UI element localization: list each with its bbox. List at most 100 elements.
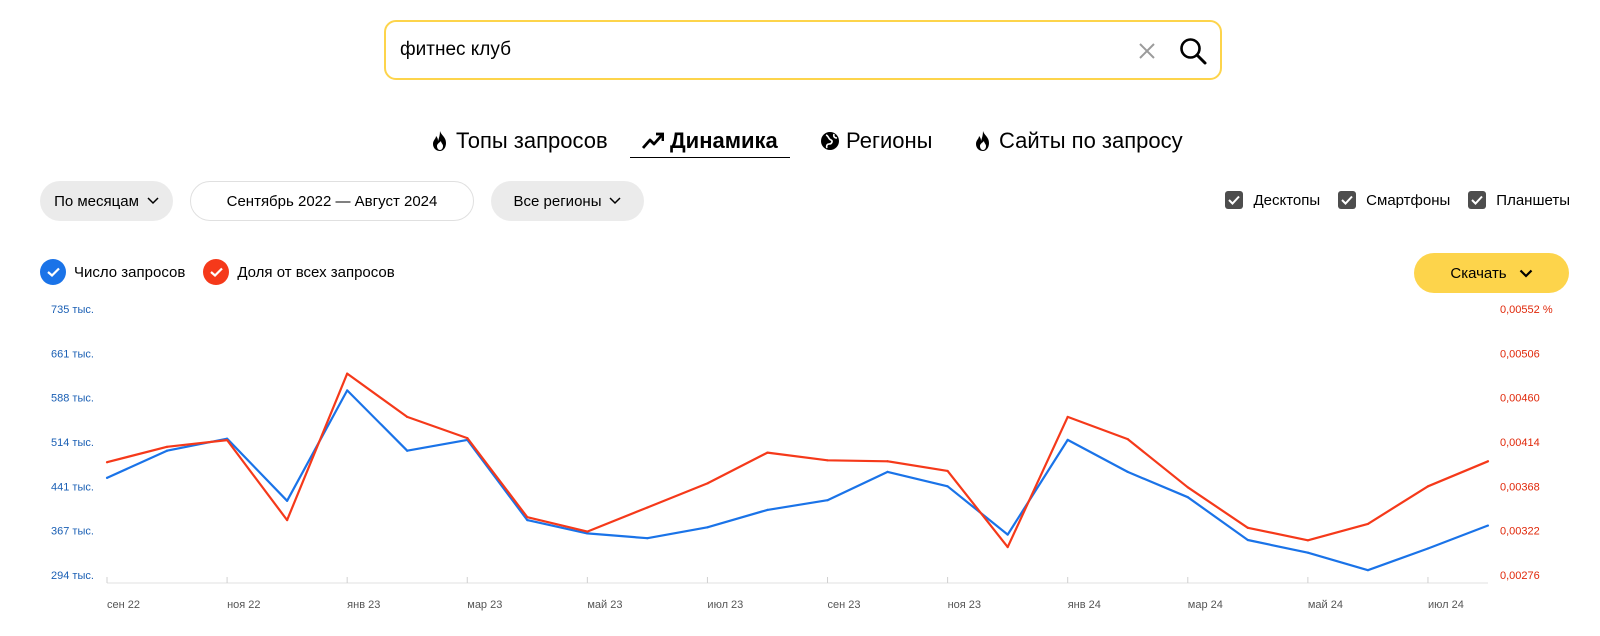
data-point — [105, 476, 109, 479]
data-point — [1366, 522, 1370, 526]
tab-label: Динамика — [670, 127, 778, 153]
x-tick-label: июл 24 — [1428, 599, 1464, 611]
data-point — [526, 519, 529, 522]
device-label: Планшеты — [1496, 191, 1570, 209]
tab-regions[interactable]: Регионы — [820, 124, 932, 158]
data-point — [1006, 545, 1009, 549]
device-tablet-checkbox[interactable]: Планшеты — [1468, 191, 1570, 209]
data-point — [1006, 533, 1009, 536]
x-tick-label: янв 23 — [347, 599, 380, 611]
legend-label: Число запросов — [74, 263, 186, 281]
checkbox-checked-icon — [1338, 191, 1357, 209]
tab-dynamics[interactable]: Динамика — [630, 124, 790, 158]
chart-legend: Число запросов Доля от всех запросов — [40, 259, 395, 285]
data-point — [646, 537, 649, 540]
y-right-tick-label: 0,00460 — [1500, 393, 1540, 405]
search-icon[interactable] — [1178, 36, 1208, 66]
fire-icon — [976, 131, 989, 151]
tab-label: Регионы — [846, 128, 933, 153]
data-point — [946, 469, 949, 473]
y-left-tick-label: 661 тыс. — [51, 348, 94, 360]
y-left-tick-label: 735 тыс. — [51, 304, 94, 316]
checkbox-checked-icon — [1468, 191, 1487, 209]
series-line-share — [106, 372, 1489, 549]
legend-item-share[interactable]: Доля от всех запросов — [203, 259, 395, 285]
device-label: Смартфоны — [1366, 191, 1451, 209]
search-input[interactable] — [400, 36, 1100, 64]
data-point — [1186, 486, 1189, 489]
data-point — [586, 532, 589, 535]
data-point — [766, 451, 769, 454]
fire-icon — [433, 131, 446, 151]
data-point — [886, 470, 889, 473]
x-tick-label: ноя 23 — [948, 599, 981, 611]
y-left-tick-label: 441 тыс. — [51, 481, 94, 493]
data-point — [1306, 551, 1309, 554]
trend-up-icon — [642, 132, 664, 149]
data-point — [946, 485, 949, 488]
x-tick-label: сен 22 — [107, 599, 140, 611]
date-range-picker[interactable]: Сентябрь 2022 — Август 2024 — [190, 181, 474, 221]
data-point — [466, 437, 469, 440]
data-point — [165, 449, 169, 452]
data-point — [706, 482, 709, 485]
x-tick-label: сен 23 — [828, 599, 861, 611]
data-point — [1066, 438, 1069, 441]
data-point — [105, 461, 109, 464]
date-range-label: Сентябрь 2022 — Август 2024 — [226, 192, 438, 210]
download-label: Скачать — [1450, 264, 1507, 282]
checkbox-checked-icon — [1225, 191, 1244, 209]
download-button[interactable]: Скачать — [1414, 253, 1569, 293]
data-point — [286, 518, 289, 522]
data-point — [1426, 485, 1430, 488]
device-label: Десктопы — [1253, 191, 1321, 209]
data-point — [1126, 438, 1129, 441]
clear-icon[interactable] — [1136, 40, 1158, 62]
check-circle-icon — [40, 259, 66, 285]
data-point — [1246, 538, 1249, 542]
tab-label: Сайты по запросу — [999, 128, 1183, 153]
y-right-tick-label: 0,00414 — [1500, 437, 1540, 449]
data-point — [286, 499, 289, 502]
data-point — [826, 459, 829, 462]
device-filters: Десктопы Смартфоны Планшеты — [1225, 191, 1570, 209]
data-point — [586, 530, 589, 533]
tab-sites[interactable]: Сайты по запросу — [973, 124, 1183, 158]
data-point — [766, 508, 769, 511]
tab-tops[interactable]: Топы запросов — [430, 124, 608, 158]
globe-icon — [821, 132, 839, 150]
device-desktop-checkbox[interactable]: Десктопы — [1225, 191, 1320, 209]
tab-label: Топы запросов — [456, 128, 608, 153]
data-point — [1186, 496, 1189, 499]
data-point — [1366, 569, 1370, 572]
y-right-tick-label: 0,00368 — [1500, 481, 1540, 493]
data-point — [826, 499, 829, 502]
x-tick-label: июл 23 — [707, 599, 743, 611]
data-point — [1306, 539, 1309, 542]
y-right-tick-label: 0,00552 % — [1500, 304, 1553, 316]
chevron-down-icon — [147, 197, 159, 205]
data-point — [646, 506, 649, 509]
x-tick-label: май 24 — [1308, 599, 1343, 611]
region-dropdown[interactable]: Все регионы — [491, 181, 644, 221]
x-tick-label: ноя 22 — [227, 599, 260, 611]
data-point — [1486, 460, 1490, 463]
region-label: Все регионы — [513, 192, 602, 210]
period-dropdown[interactable]: По месяцам — [40, 181, 173, 221]
data-point — [706, 526, 709, 529]
chevron-down-icon — [1519, 269, 1532, 278]
legend-label: Доля от всех запросов — [237, 263, 395, 281]
data-point — [1426, 547, 1430, 550]
period-label: По месяцам — [54, 192, 139, 210]
legend-item-queries[interactable]: Число запросов — [40, 259, 185, 285]
device-smartphone-checkbox[interactable]: Смартфоны — [1338, 191, 1450, 209]
y-right-tick-label: 0,00322 — [1500, 526, 1540, 538]
y-right-tick-label: 0,00506 — [1500, 348, 1540, 360]
data-point — [1066, 415, 1069, 419]
y-left-tick-label: 367 тыс. — [51, 526, 94, 538]
data-point — [886, 460, 889, 463]
y-right-tick-label: 0,00276 — [1500, 570, 1540, 582]
x-tick-label: янв 24 — [1068, 599, 1101, 611]
x-tick-label: мар 23 — [467, 599, 502, 611]
line-chart: 735 тыс. 661 тыс. 588 тыс. 514 тыс. 441 тыс.… — [51, 304, 1553, 611]
